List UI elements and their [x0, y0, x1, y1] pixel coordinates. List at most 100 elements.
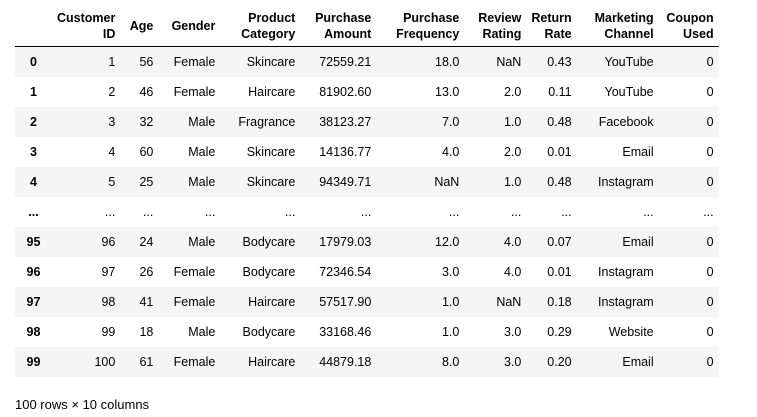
header-review-rating-line2: Rating — [482, 27, 522, 41]
cell-review-rating: 4.0 — [503, 234, 522, 249]
header-age: Age — [120, 6, 159, 47]
table-header: Customer ID Age Gender Product Category Pu… — [15, 6, 719, 47]
header-customer-id-line2: ID — [102, 27, 116, 41]
cell-purchase-amount: 94349.71 — [319, 174, 372, 189]
row-index: 3 — [30, 144, 37, 159]
row-index: 99 — [26, 354, 41, 369]
cell-customer-id: ... — [104, 204, 116, 219]
cell-product-category: Haircare — [248, 294, 296, 309]
cell-age: 18 — [139, 324, 154, 339]
cell-coupon-used: 0 — [706, 174, 714, 189]
cell-coupon-used: 0 — [706, 84, 714, 99]
cell-coupon-used: ... — [703, 204, 714, 219]
cell-customer-id: 97 — [101, 264, 116, 279]
cell-product-category: Fragrance — [238, 114, 296, 129]
header-marketing-channel: Marketing Channel — [576, 6, 659, 47]
cell-review-rating: 3.0 — [503, 324, 522, 339]
cell-marketing-channel: Email — [622, 144, 654, 159]
cell-gender: Female — [173, 264, 216, 279]
cell-gender: Male — [188, 144, 216, 159]
cell-purchase-frequency: 18.0 — [435, 54, 460, 69]
cell-purchase-frequency: 3.0 — [441, 264, 460, 279]
cell-age: 56 — [139, 54, 154, 69]
cell-customer-id: 98 — [101, 294, 116, 309]
cell-marketing-channel: Instagram — [598, 174, 654, 189]
cell-customer-id: 96 — [101, 234, 116, 249]
cell-marketing-channel: YouTube — [604, 54, 654, 69]
cell-coupon-used: 0 — [706, 354, 714, 369]
header-coupon-used: Coupon Used — [658, 6, 719, 47]
header-purchase-amount-line1: Purchase — [315, 11, 372, 25]
cell-age: 25 — [139, 174, 154, 189]
header-return-rate-line2: Rate — [544, 27, 572, 41]
table-row: 2 3 32 Male Fragrance 38123.27 7.0 1.0 0… — [15, 106, 719, 137]
table-row-ellipsis: ... ... ... ... ... ... ... ... ... ... … — [15, 196, 719, 227]
cell-product-category: Haircare — [248, 354, 296, 369]
cell-customer-id: 5 — [108, 174, 116, 189]
cell-marketing-channel: Instagram — [598, 264, 654, 279]
header-product-category-line2: Category — [241, 27, 296, 41]
cell-purchase-frequency: ... — [448, 204, 460, 219]
header-purchase-amount: Purchase Amount — [300, 6, 377, 47]
cell-coupon-used: 0 — [706, 294, 714, 309]
cell-return-rate: 0.01 — [547, 144, 572, 159]
cell-return-rate: 0.29 — [547, 324, 572, 339]
cell-review-rating: 2.0 — [503, 84, 522, 99]
cell-review-rating: 1.0 — [503, 114, 522, 129]
header-marketing-channel-line1: Marketing — [594, 11, 654, 25]
cell-age: 24 — [139, 234, 154, 249]
cell-purchase-amount: 57517.90 — [319, 294, 372, 309]
cell-coupon-used: 0 — [706, 114, 714, 129]
cell-purchase-amount: 17979.03 — [319, 234, 372, 249]
cell-review-rating: ... — [510, 204, 522, 219]
row-index: 95 — [26, 234, 41, 249]
cell-customer-id: 1 — [108, 54, 116, 69]
table-row: 0 1 56 Female Skincare 72559.21 18.0 NaN… — [15, 46, 719, 77]
header-gender: Gender — [158, 6, 221, 47]
header-review-rating: Review Rating — [464, 6, 527, 47]
cell-purchase-frequency: 12.0 — [435, 234, 460, 249]
header-purchase-frequency-line2: Frequency — [396, 27, 460, 41]
cell-coupon-used: 0 — [706, 54, 714, 69]
cell-customer-id: 99 — [101, 324, 116, 339]
cell-coupon-used: 0 — [706, 324, 714, 339]
cell-age: ... — [142, 204, 154, 219]
table-row: 99 100 61 Female Haircare 44879.18 8.0 3… — [15, 346, 719, 377]
cell-purchase-amount: 14136.77 — [319, 144, 372, 159]
cell-gender: Female — [173, 84, 216, 99]
cell-age: 61 — [139, 354, 154, 369]
table-body: 0 1 56 Female Skincare 72559.21 18.0 NaN… — [15, 46, 719, 377]
dataframe-table: Customer ID Age Gender Product Category Pu… — [15, 6, 719, 377]
table-row: 1 2 46 Female Haircare 81902.60 13.0 2.0… — [15, 76, 719, 107]
cell-age: 26 — [139, 264, 154, 279]
cell-gender: Female — [173, 294, 216, 309]
table-row: 3 4 60 Male Skincare 14136.77 4.0 2.0 0.… — [15, 136, 719, 167]
cell-customer-id: 2 — [108, 84, 116, 99]
cell-gender: Female — [173, 354, 216, 369]
header-product-category: Product Category — [220, 6, 301, 47]
cell-coupon-used: 0 — [706, 264, 714, 279]
table-row: 4 5 25 Male Skincare 94349.71 NaN 1.0 0.… — [15, 166, 719, 197]
cell-return-rate: 0.48 — [547, 174, 572, 189]
cell-gender: Male — [188, 174, 216, 189]
cell-review-rating: 3.0 — [503, 354, 522, 369]
cell-product-category: Skincare — [246, 54, 296, 69]
cell-purchase-amount: 44879.18 — [319, 354, 372, 369]
cell-purchase-frequency: NaN — [434, 174, 460, 189]
header-product-category-line1: Product — [248, 11, 296, 25]
cell-age: 46 — [139, 84, 154, 99]
cell-return-rate: 0.18 — [547, 294, 572, 309]
cell-product-category: Haircare — [248, 84, 296, 99]
cell-review-rating: 2.0 — [503, 144, 522, 159]
cell-marketing-channel: Facebook — [598, 114, 654, 129]
cell-purchase-amount: 38123.27 — [319, 114, 372, 129]
cell-purchase-frequency: 13.0 — [435, 84, 460, 99]
row-index: ... — [28, 204, 39, 219]
cell-product-category: Bodycare — [242, 234, 296, 249]
header-marketing-channel-line2: Channel — [604, 27, 654, 41]
cell-purchase-frequency: 8.0 — [441, 354, 460, 369]
cell-product-category: Skincare — [246, 174, 296, 189]
cell-marketing-channel: ... — [643, 204, 654, 219]
table-row: 95 96 24 Male Bodycare 17979.03 12.0 4.0… — [15, 226, 719, 257]
cell-product-category: Skincare — [246, 144, 296, 159]
